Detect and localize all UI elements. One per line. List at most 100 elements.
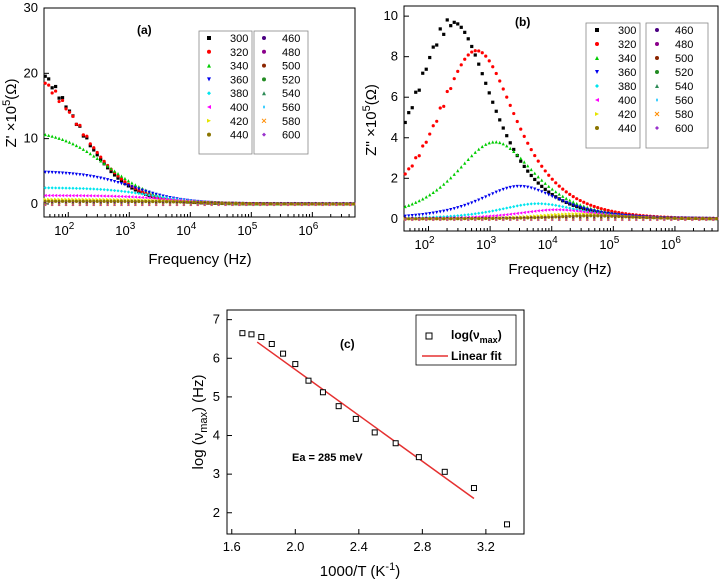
data-point bbox=[147, 193, 151, 197]
data-point bbox=[453, 218, 456, 222]
data-point bbox=[134, 203, 137, 207]
data-point bbox=[529, 202, 533, 206]
data-point bbox=[418, 218, 421, 222]
data-point bbox=[498, 216, 502, 220]
data-point bbox=[522, 203, 526, 207]
data-point bbox=[95, 199, 99, 203]
data-point bbox=[119, 179, 124, 183]
data-point bbox=[585, 210, 589, 214]
data-point bbox=[487, 193, 491, 197]
data-point bbox=[456, 206, 460, 210]
data-point bbox=[505, 186, 509, 190]
legend-marker bbox=[207, 91, 211, 96]
data-point bbox=[526, 141, 530, 145]
data-point bbox=[459, 63, 463, 67]
legend-marker bbox=[207, 36, 211, 40]
data-point bbox=[463, 161, 467, 165]
data-point bbox=[71, 142, 75, 146]
data-point bbox=[557, 192, 561, 196]
panel-c-xlabel-main: 1000/T (K bbox=[320, 563, 386, 580]
legend-label: 560 bbox=[282, 102, 300, 114]
data-point bbox=[543, 181, 547, 185]
data-point bbox=[600, 218, 603, 222]
data-point bbox=[417, 199, 421, 203]
data-point bbox=[248, 201, 252, 206]
data-point bbox=[407, 217, 411, 221]
panel-b-data-points bbox=[403, 18, 719, 222]
data-point bbox=[417, 154, 421, 158]
data-point bbox=[272, 203, 276, 207]
data-point bbox=[50, 170, 54, 175]
data-point bbox=[435, 119, 439, 123]
data-point bbox=[491, 192, 495, 196]
data-point bbox=[106, 194, 110, 198]
data-point bbox=[78, 194, 82, 198]
data-point bbox=[642, 218, 645, 222]
data-point bbox=[116, 180, 120, 185]
data-point bbox=[50, 86, 54, 90]
data-point bbox=[231, 203, 234, 207]
data-point bbox=[543, 187, 547, 191]
data-point bbox=[571, 212, 575, 216]
data-point bbox=[571, 209, 575, 213]
data-point bbox=[543, 191, 547, 195]
data-point bbox=[487, 91, 491, 95]
data-point bbox=[652, 216, 656, 220]
data-point bbox=[540, 208, 544, 213]
data-point bbox=[60, 199, 65, 203]
panel-c-annotation: Ea = 285 meV bbox=[292, 452, 363, 464]
data-point bbox=[106, 203, 109, 207]
data-point bbox=[571, 203, 575, 207]
data-point bbox=[456, 169, 460, 173]
data-point bbox=[116, 199, 120, 203]
data-point bbox=[282, 202, 287, 206]
data-point bbox=[663, 218, 666, 222]
data-point bbox=[164, 200, 169, 204]
data-point bbox=[259, 203, 262, 207]
data-point bbox=[106, 199, 110, 203]
data-point bbox=[144, 199, 148, 204]
data-point bbox=[92, 146, 96, 150]
data-point bbox=[57, 193, 61, 198]
data-point bbox=[585, 207, 589, 211]
panel-c: 1.6 2.0 2.4 2.8 3.2 2 3 4 5 6 7 (c) Ea = 285 meV l… bbox=[190, 309, 525, 580]
data-point bbox=[81, 194, 85, 198]
data-point bbox=[342, 203, 345, 207]
data-point bbox=[554, 203, 558, 207]
data-point bbox=[410, 214, 414, 218]
data-point bbox=[92, 199, 96, 203]
data-point bbox=[64, 171, 68, 175]
data-point bbox=[414, 200, 418, 204]
data-point bbox=[487, 59, 491, 63]
data-point bbox=[155, 203, 158, 207]
data-point bbox=[621, 218, 624, 222]
data-point bbox=[596, 206, 600, 210]
data-point bbox=[428, 55, 432, 60]
legend-label: 460 bbox=[282, 33, 300, 45]
data-point bbox=[140, 195, 144, 200]
data-point bbox=[319, 389, 326, 396]
legend-marker bbox=[262, 132, 266, 137]
data-point bbox=[540, 202, 544, 206]
legend-label: 440 bbox=[230, 130, 248, 142]
data-point bbox=[571, 214, 575, 218]
data-point bbox=[403, 214, 407, 218]
data-point bbox=[456, 69, 460, 73]
data-point bbox=[473, 53, 477, 57]
data-point bbox=[501, 213, 505, 217]
data-point bbox=[300, 203, 303, 207]
data-point bbox=[310, 202, 314, 206]
data-point bbox=[123, 199, 127, 204]
data-point bbox=[446, 218, 449, 222]
data-point bbox=[95, 153, 99, 157]
data-point bbox=[428, 217, 432, 221]
data-point bbox=[127, 203, 130, 207]
data-point bbox=[578, 198, 582, 203]
data-point bbox=[547, 173, 551, 177]
panel-b-ylabel: Z'' ×105(Ω) bbox=[361, 84, 380, 156]
data-point bbox=[526, 210, 530, 214]
data-point bbox=[64, 107, 68, 111]
panel-c-ylabel-b: ) (Hz) bbox=[190, 375, 207, 413]
data-point bbox=[536, 159, 540, 163]
data-point bbox=[112, 188, 117, 193]
